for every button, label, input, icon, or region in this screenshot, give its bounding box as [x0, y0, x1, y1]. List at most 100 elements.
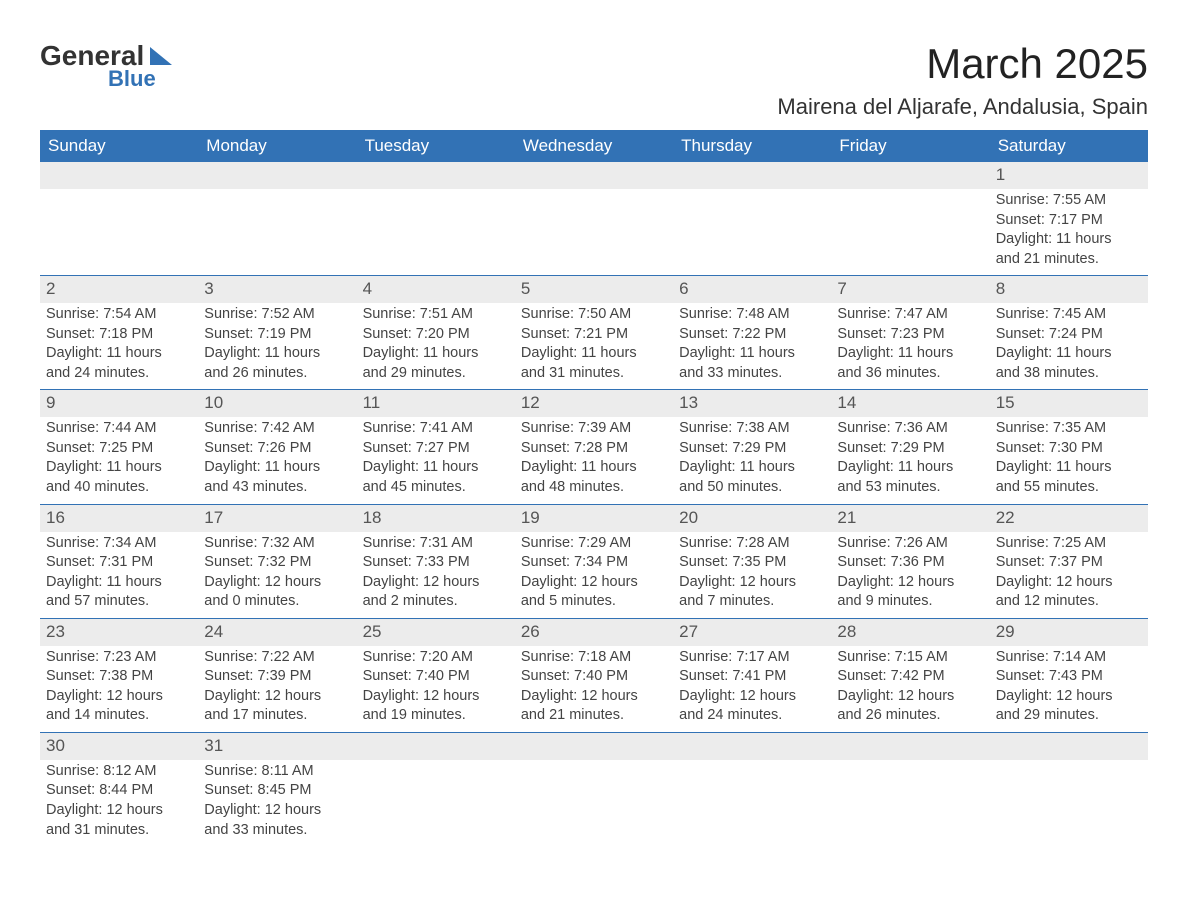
- day-detail-row: Sunrise: 7:34 AMSunset: 7:31 PMDaylight:…: [40, 532, 1148, 619]
- day-number-cell: 22: [990, 504, 1148, 531]
- daylight-text-1: Daylight: 11 hours: [204, 344, 350, 364]
- daylight-text-1: Daylight: 11 hours: [679, 458, 825, 478]
- day-number-cell: 14: [831, 390, 989, 417]
- weekday-header: Sunday: [40, 130, 198, 162]
- sunrise-text: Sunrise: 7:52 AM: [204, 305, 350, 325]
- day-detail-cell: [198, 189, 356, 276]
- sunset-text: Sunset: 7:17 PM: [996, 211, 1142, 231]
- sunset-text: Sunset: 8:45 PM: [204, 781, 350, 801]
- sunrise-text: Sunrise: 7:18 AM: [521, 648, 667, 668]
- sunrise-text: Sunrise: 7:35 AM: [996, 419, 1142, 439]
- day-number-cell: 6: [673, 276, 831, 303]
- sunset-text: Sunset: 7:28 PM: [521, 439, 667, 459]
- sunset-text: Sunset: 7:27 PM: [363, 439, 509, 459]
- day-number-cell: [515, 162, 673, 189]
- day-number-cell: 8: [990, 276, 1148, 303]
- sunset-text: Sunset: 7:20 PM: [363, 325, 509, 345]
- sunset-text: Sunset: 7:42 PM: [837, 667, 983, 687]
- sunrise-text: Sunrise: 7:51 AM: [363, 305, 509, 325]
- calendar-body: 1Sunrise: 7:55 AMSunset: 7:17 PMDaylight…: [40, 162, 1148, 846]
- daylight-text-1: Daylight: 12 hours: [679, 573, 825, 593]
- daylight-text-2: and 7 minutes.: [679, 592, 825, 612]
- day-number-cell: 27: [673, 618, 831, 645]
- daylight-text-2: and 2 minutes.: [363, 592, 509, 612]
- sunset-text: Sunset: 8:44 PM: [46, 781, 192, 801]
- sunset-text: Sunset: 7:34 PM: [521, 553, 667, 573]
- daylight-text-1: Daylight: 11 hours: [204, 458, 350, 478]
- day-number-cell: [357, 732, 515, 759]
- weekday-header: Friday: [831, 130, 989, 162]
- daylight-text-2: and 26 minutes.: [837, 706, 983, 726]
- sunset-text: Sunset: 7:40 PM: [363, 667, 509, 687]
- day-detail-cell: Sunrise: 7:31 AMSunset: 7:33 PMDaylight:…: [357, 532, 515, 619]
- day-number-cell: [357, 162, 515, 189]
- day-number-cell: 30: [40, 732, 198, 759]
- day-number-cell: 18: [357, 504, 515, 531]
- sunset-text: Sunset: 7:19 PM: [204, 325, 350, 345]
- day-number-cell: 23: [40, 618, 198, 645]
- day-number-cell: 10: [198, 390, 356, 417]
- title-block: March 2025 Mairena del Aljarafe, Andalus…: [777, 40, 1148, 120]
- sunrise-text: Sunrise: 7:45 AM: [996, 305, 1142, 325]
- month-title: March 2025: [777, 40, 1148, 88]
- day-number-cell: 29: [990, 618, 1148, 645]
- daylight-text-1: Daylight: 12 hours: [996, 687, 1142, 707]
- day-number-cell: 24: [198, 618, 356, 645]
- day-number-row: 9101112131415: [40, 390, 1148, 417]
- day-detail-cell: Sunrise: 7:15 AMSunset: 7:42 PMDaylight:…: [831, 646, 989, 733]
- day-number-cell: 2: [40, 276, 198, 303]
- day-detail-cell: Sunrise: 7:20 AMSunset: 7:40 PMDaylight:…: [357, 646, 515, 733]
- daylight-text-2: and 31 minutes.: [46, 821, 192, 841]
- day-number-cell: 31: [198, 732, 356, 759]
- daylight-text-1: Daylight: 11 hours: [363, 458, 509, 478]
- day-number-row: 1: [40, 162, 1148, 189]
- daylight-text-1: Daylight: 11 hours: [46, 344, 192, 364]
- sunset-text: Sunset: 7:35 PM: [679, 553, 825, 573]
- sunrise-text: Sunrise: 7:32 AM: [204, 534, 350, 554]
- sunrise-text: Sunrise: 8:11 AM: [204, 762, 350, 782]
- daylight-text-2: and 19 minutes.: [363, 706, 509, 726]
- sunrise-text: Sunrise: 7:23 AM: [46, 648, 192, 668]
- sunrise-text: Sunrise: 7:22 AM: [204, 648, 350, 668]
- day-number-cell: 15: [990, 390, 1148, 417]
- sunset-text: Sunset: 7:41 PM: [679, 667, 825, 687]
- sunrise-text: Sunrise: 7:36 AM: [837, 419, 983, 439]
- day-detail-cell: Sunrise: 8:11 AMSunset: 8:45 PMDaylight:…: [198, 760, 356, 846]
- logo-text-blue: Blue: [108, 66, 156, 92]
- sunrise-text: Sunrise: 7:28 AM: [679, 534, 825, 554]
- day-number-cell: 5: [515, 276, 673, 303]
- sunrise-text: Sunrise: 7:47 AM: [837, 305, 983, 325]
- calendar-table: Sunday Monday Tuesday Wednesday Thursday…: [40, 130, 1148, 846]
- daylight-text-1: Daylight: 12 hours: [679, 687, 825, 707]
- sunrise-text: Sunrise: 7:29 AM: [521, 534, 667, 554]
- daylight-text-1: Daylight: 11 hours: [996, 230, 1142, 250]
- day-number-cell: 25: [357, 618, 515, 645]
- weekday-header: Monday: [198, 130, 356, 162]
- day-number-row: 2345678: [40, 276, 1148, 303]
- daylight-text-1: Daylight: 11 hours: [363, 344, 509, 364]
- day-number-cell: 7: [831, 276, 989, 303]
- daylight-text-2: and 24 minutes.: [46, 364, 192, 384]
- day-detail-cell: Sunrise: 7:28 AMSunset: 7:35 PMDaylight:…: [673, 532, 831, 619]
- daylight-text-2: and 38 minutes.: [996, 364, 1142, 384]
- day-detail-cell: Sunrise: 7:48 AMSunset: 7:22 PMDaylight:…: [673, 303, 831, 390]
- day-detail-row: Sunrise: 7:54 AMSunset: 7:18 PMDaylight:…: [40, 303, 1148, 390]
- daylight-text-1: Daylight: 11 hours: [996, 458, 1142, 478]
- sunset-text: Sunset: 7:23 PM: [837, 325, 983, 345]
- day-detail-cell: Sunrise: 7:44 AMSunset: 7:25 PMDaylight:…: [40, 417, 198, 504]
- day-detail-cell: [357, 760, 515, 846]
- weekday-header-row: Sunday Monday Tuesday Wednesday Thursday…: [40, 130, 1148, 162]
- day-detail-cell: Sunrise: 7:51 AMSunset: 7:20 PMDaylight:…: [357, 303, 515, 390]
- day-detail-cell: [357, 189, 515, 276]
- daylight-text-1: Daylight: 11 hours: [679, 344, 825, 364]
- daylight-text-1: Daylight: 11 hours: [837, 458, 983, 478]
- day-number-row: 3031: [40, 732, 1148, 759]
- daylight-text-2: and 48 minutes.: [521, 478, 667, 498]
- sunset-text: Sunset: 7:38 PM: [46, 667, 192, 687]
- daylight-text-1: Daylight: 11 hours: [837, 344, 983, 364]
- day-detail-cell: Sunrise: 7:26 AMSunset: 7:36 PMDaylight:…: [831, 532, 989, 619]
- logo-shape-icon: [150, 47, 172, 65]
- daylight-text-2: and 0 minutes.: [204, 592, 350, 612]
- daylight-text-1: Daylight: 12 hours: [46, 801, 192, 821]
- sunset-text: Sunset: 7:29 PM: [679, 439, 825, 459]
